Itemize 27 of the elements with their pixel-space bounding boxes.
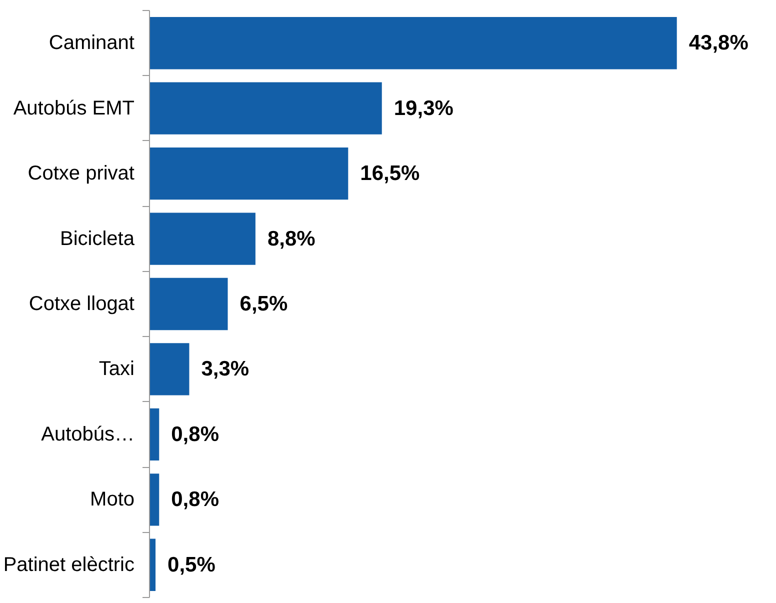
y-tick-label: Bicicleta [60, 228, 136, 250]
bar [150, 538, 156, 591]
data-label: 6,5% [240, 292, 288, 316]
y-tick-label: Autobús EMT [13, 97, 135, 120]
bar [150, 147, 348, 200]
y-tick-label: Autobús… [41, 423, 134, 446]
bar [150, 278, 228, 330]
bar [150, 343, 190, 396]
y-tick-label: Cotxe llogat [28, 293, 135, 315]
y-tick-label: Taxi [98, 358, 135, 380]
y-tick-label: Cotxe privat [28, 162, 135, 185]
y-tick-label: Caminant [48, 32, 135, 54]
data-label: 19,3% [394, 96, 454, 120]
bar [150, 408, 160, 461]
data-label: 3,3% [201, 358, 250, 381]
bar [150, 17, 677, 70]
data-label: 0,8% [171, 488, 220, 512]
data-label: 16,5% [360, 162, 420, 186]
y-tick-label: Moto [90, 488, 135, 511]
bar [150, 212, 256, 265]
data-label: 0,8% [171, 422, 220, 446]
data-label: 43,8% [688, 32, 749, 55]
bar [150, 474, 160, 526]
bar [150, 82, 382, 134]
data-label: 8,8% [267, 227, 316, 250]
y-tick-label: Patinet elèctric [3, 554, 134, 576]
data-label: 0,5% [168, 553, 216, 576]
